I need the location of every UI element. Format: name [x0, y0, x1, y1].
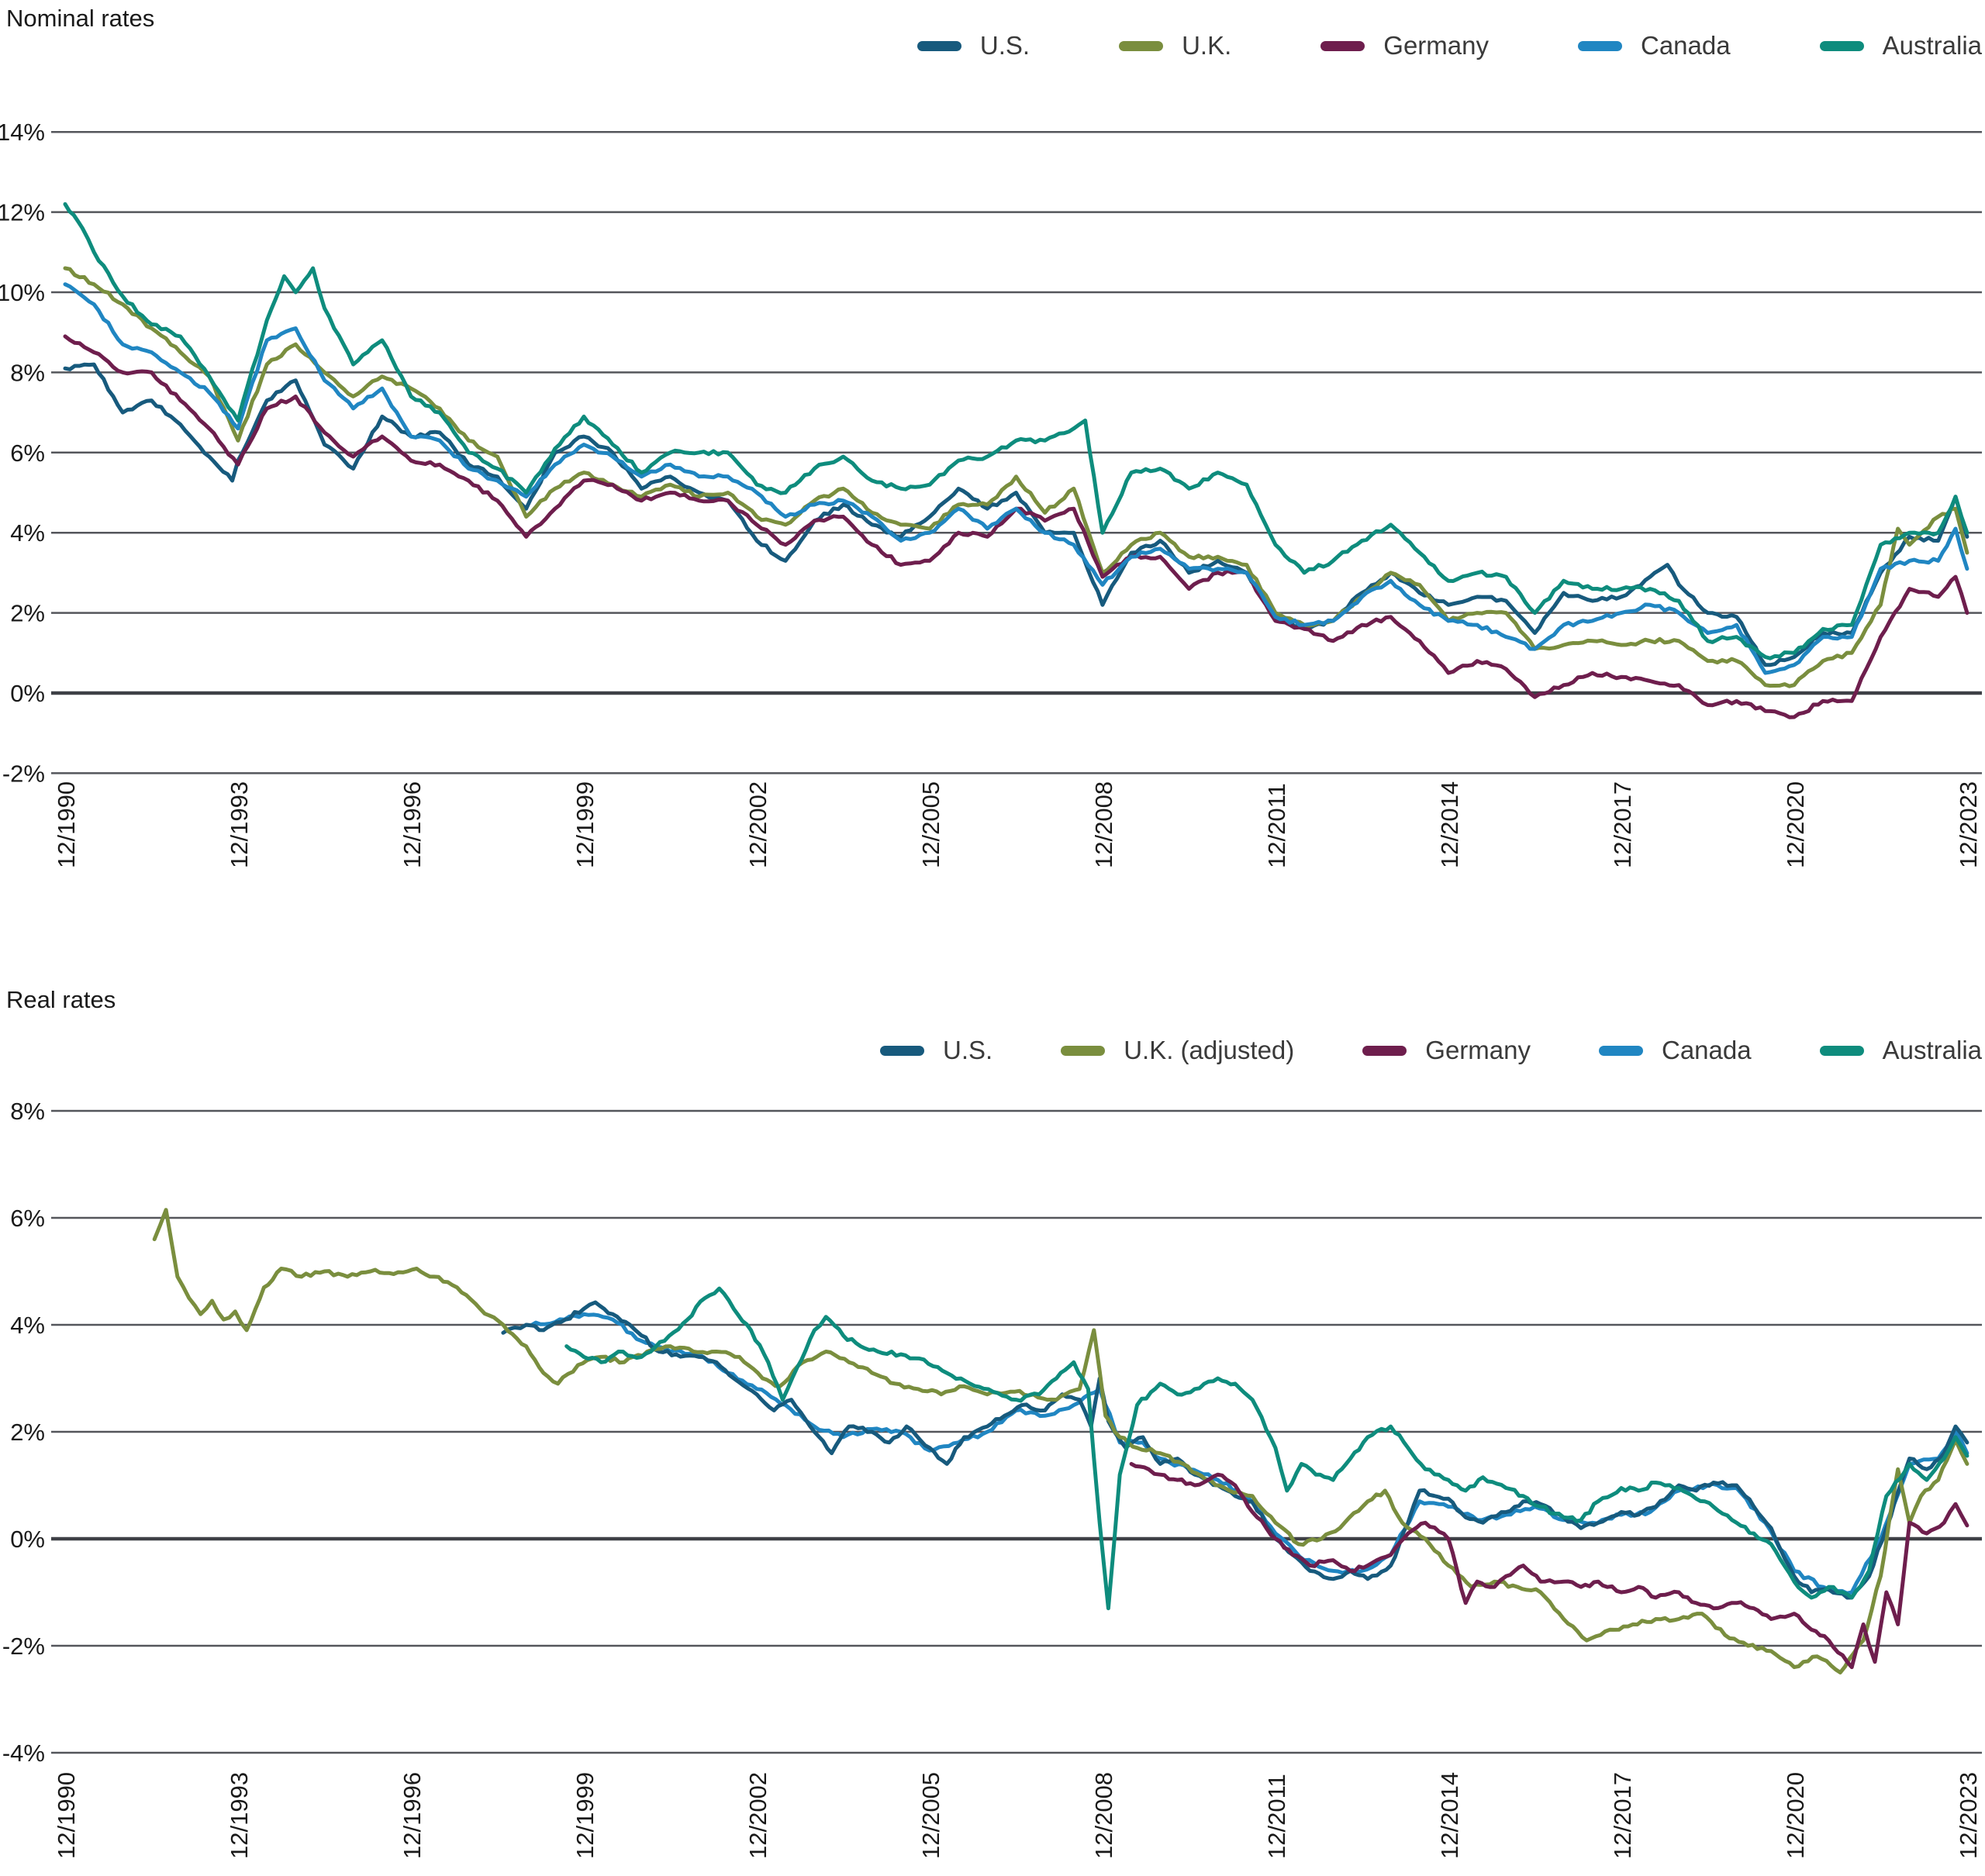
y-tick-label: 0% — [10, 1526, 45, 1553]
y-tick-label: 2% — [10, 600, 45, 627]
legend-swatch-icon — [1578, 40, 1622, 51]
legend-label: U.S. — [979, 31, 1030, 60]
chart-title-real-rates: Real rates — [6, 986, 116, 1013]
series-line-australia — [63, 202, 1969, 660]
x-tick-label: 12/2017 — [1609, 1772, 1636, 1859]
x-tick-label: 12/2002 — [744, 781, 772, 868]
legend-item: Canada — [1578, 31, 1731, 60]
y-tick-label: -2% — [2, 760, 45, 787]
y-tick-label: 6% — [10, 1205, 45, 1232]
legend-label: Canada — [1641, 31, 1731, 60]
legend-swatch-icon — [1819, 40, 1864, 51]
x-tick-label: 12/2008 — [1090, 1772, 1117, 1859]
series-line-canada — [63, 282, 1969, 675]
series-line-u-s — [501, 1300, 1969, 1600]
x-tick-label: 12/1996 — [399, 781, 426, 868]
legend-item: Australia — [1819, 1036, 1982, 1065]
x-tick-label: 12/1999 — [571, 1772, 599, 1859]
x-tick-label: 12/2008 — [1090, 781, 1117, 868]
legend-label: Germany — [1425, 1036, 1531, 1064]
chart-title-nominal-rates: Nominal rates — [6, 5, 155, 32]
y-tick-label: -4% — [2, 1740, 45, 1767]
x-tick-label: 12/2005 — [917, 781, 944, 868]
y-tick-label: 14% — [0, 119, 45, 146]
x-tick-label: 12/2011 — [1263, 1774, 1290, 1859]
legend-swatch-icon — [1119, 40, 1164, 51]
x-tick-label: 12/1990 — [53, 781, 80, 868]
y-tick-label: 2% — [10, 1419, 45, 1446]
legend-label: U.S. — [943, 1036, 993, 1064]
x-tick-label: 12/2023 — [1955, 781, 1982, 868]
legend-item: Australia — [1819, 31, 1982, 60]
series-line-u-k — [63, 266, 1969, 688]
x-tick-label: 12/1999 — [571, 781, 599, 868]
legend-swatch-icon — [1819, 1045, 1864, 1056]
y-tick-label: 8% — [10, 359, 45, 386]
legend-swatch-icon — [1599, 1045, 1643, 1056]
x-tick-label: 12/2011 — [1263, 783, 1290, 868]
series-line-canada — [524, 1312, 1969, 1595]
y-tick-label: 6% — [10, 440, 45, 467]
legend-item: U.K. (adjusted) — [1061, 1036, 1294, 1065]
series-line-u-s — [63, 362, 1969, 667]
x-tick-label: 12/1993 — [226, 781, 253, 868]
x-tick-label: 12/2020 — [1782, 1772, 1809, 1859]
legend-item: Canada — [1599, 1036, 1752, 1065]
legend-swatch-icon — [1320, 40, 1365, 51]
legend-label: Canada — [1662, 1036, 1752, 1064]
legend-swatch-icon — [880, 1045, 924, 1056]
legend-label: Germany — [1383, 31, 1489, 60]
y-tick-label: 4% — [10, 1312, 45, 1339]
y-tick-label: -2% — [2, 1633, 45, 1660]
y-tick-label: 10% — [0, 279, 45, 306]
series-line-australia — [564, 1286, 1969, 1611]
y-tick-label: 12% — [0, 199, 45, 226]
x-tick-label: 12/1996 — [399, 1772, 426, 1859]
legend-item: Germany — [1362, 1036, 1531, 1065]
x-tick-label: 12/2002 — [744, 1772, 772, 1859]
y-tick-label: 4% — [10, 519, 45, 547]
legend-item: U.S. — [880, 1036, 992, 1065]
y-tick-label: 0% — [10, 680, 45, 707]
legend-label: U.K. — [1182, 31, 1232, 60]
x-tick-label: 12/2023 — [1955, 1772, 1982, 1859]
legend-swatch-icon — [917, 40, 961, 51]
x-tick-label: 12/2014 — [1436, 781, 1463, 868]
x-tick-label: 12/1990 — [53, 1772, 80, 1859]
x-tick-label: 12/2014 — [1436, 1772, 1463, 1859]
x-tick-label: 12/1993 — [226, 1772, 253, 1859]
x-tick-label: 12/2005 — [917, 1772, 944, 1859]
y-tick-label: 8% — [10, 1098, 45, 1125]
x-tick-label: 12/2017 — [1609, 781, 1636, 868]
legend-item: Germany — [1320, 31, 1489, 60]
legend-label: Australia — [1882, 1036, 1982, 1064]
legend-item: U.S. — [917, 31, 1030, 60]
legend-label: U.K. (adjusted) — [1124, 1036, 1295, 1064]
legend-swatch-icon — [1362, 1045, 1407, 1056]
legend-label: Australia — [1882, 31, 1982, 60]
legend-nominal: U.S. U.K. Germany Canada Australia — [917, 31, 1982, 60]
legend-item: U.K. — [1119, 31, 1231, 60]
series-line-u-k-adjusted — [152, 1208, 1969, 1674]
series-line-germany — [1129, 1461, 1969, 1670]
legend-swatch-icon — [1061, 1045, 1106, 1056]
x-tick-label: 12/2020 — [1782, 781, 1809, 868]
legend-real: U.S. U.K. (adjusted) Germany Canada Australi… — [880, 1036, 1982, 1065]
